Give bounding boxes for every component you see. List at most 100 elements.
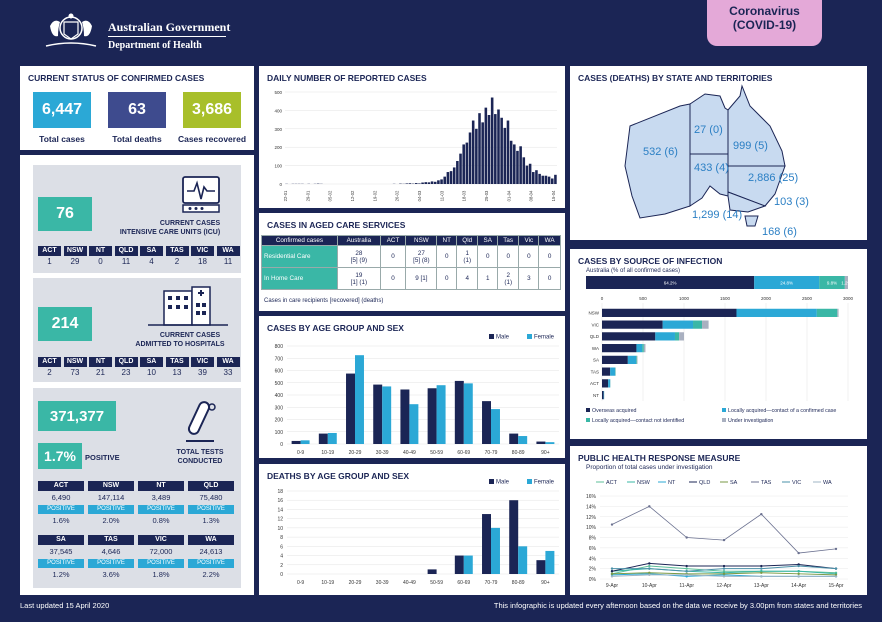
age-bar-female (409, 404, 419, 444)
age-ytick-3: 300 (275, 405, 284, 411)
age-legend-swatch-0 (489, 334, 494, 339)
icu-value-vic: 18 (198, 257, 207, 266)
source-bar-0 (602, 332, 656, 341)
aged-cell-0-7: 0 (518, 245, 540, 268)
resp-point-wa (797, 575, 800, 578)
resp-point-qld (722, 564, 726, 568)
response-chart: ACT NSW NT QLD SA TAS VIC WA 0% 2% 4% 6% 8% 10% 12% 14%… (586, 480, 848, 589)
hospital-value-nsw: 73 (70, 368, 80, 377)
resp-point-vic (797, 564, 800, 568)
aged-cell-1-3: 0 (436, 267, 457, 290)
resp-legend-vic: VIC (792, 480, 801, 486)
daily-cases-title: DAILY NUMBER OF REPORTED CASES (267, 73, 427, 83)
daily-bar (509, 140, 513, 184)
hospital-label1: CURRENT CASES (159, 332, 221, 339)
tests-positive-pct-nsw: 2.0% (102, 516, 120, 525)
source-xtick-4: 2000 (761, 296, 772, 301)
total-deaths-value: 63 (108, 92, 166, 128)
resp-line-tas (611, 505, 837, 554)
aged-cell-1-7: 3 (518, 267, 540, 290)
aged-care-note: Cases in care recipients [recovered] (de… (264, 298, 384, 304)
age-bar-female (518, 436, 528, 444)
resp-point-wa (610, 575, 614, 578)
source-bar-0 (602, 379, 609, 388)
daily-bar (449, 171, 453, 184)
source-ytick-1: VIC (591, 322, 599, 327)
aged-cell-1-6: 2 (1) (496, 267, 520, 290)
source-stack-label-1: 24.8% (780, 281, 793, 286)
source-bar-3 (636, 355, 638, 364)
resp-xtick-0: 9-Apr (606, 583, 619, 589)
tests-positive-tag-sa: POSITIVE (38, 559, 84, 568)
aged-header-1: Australia (336, 235, 381, 246)
hospital-state-vic: VIC (191, 357, 214, 367)
icu-value-act: 1 (47, 257, 52, 266)
source-stack-0 (586, 276, 755, 289)
resp-xtick-3: 12-Apr (716, 583, 731, 589)
icu-state-vic: VIC (191, 246, 214, 256)
icu-label2: INTENSIVE CARE UNITS (ICU) (119, 229, 221, 236)
hospital-value-nt: 21 (96, 368, 105, 377)
daily-bar (418, 183, 421, 184)
icu-value-nt: 0 (98, 257, 103, 266)
source-legend-swatch-3 (722, 418, 726, 422)
daily-xtick-6: 04-03 (417, 190, 422, 201)
deaths-age-chart: Male Female 0 2 4 6 8 10 12 14 16 18 0-9 10-19 20-29 30… (277, 479, 559, 586)
source-stack-2 (819, 276, 845, 289)
resp-point-tas (610, 523, 614, 526)
daily-xtick-3: 12-02 (350, 190, 355, 201)
resp-xtick-6: 15-Apr (828, 583, 843, 589)
aged-row-label-0: Residential Care (261, 245, 338, 268)
resp-point-act (685, 567, 688, 570)
icu-value-sa: 4 (149, 257, 154, 266)
daily-xtick-5: 26-02 (395, 190, 400, 201)
age-xtick-5: 50-59 (430, 450, 443, 456)
daily-ytick-1: 100 (274, 164, 282, 169)
tests-state-sa: SA (38, 535, 84, 545)
icu-value-wa: 11 (223, 257, 233, 266)
daily-bar (487, 115, 491, 184)
resp-point-nsw (797, 570, 800, 573)
source-bar-1 (636, 344, 643, 353)
total-deaths-label: Total deaths (112, 134, 162, 144)
tests-label1: TOTAL TESTS (176, 449, 224, 456)
daily-bar (554, 174, 557, 184)
icu-value-qld: 11 (121, 257, 131, 266)
source-xtick-1: 500 (639, 296, 647, 301)
deaths-xtick-9: 90+ (541, 580, 550, 586)
resp-legend-qld: QLD (699, 480, 710, 486)
daily-bar (513, 144, 516, 184)
daily-bar (500, 117, 503, 184)
source-xtick-6: 3000 (843, 296, 854, 301)
resp-point-tas (685, 536, 688, 539)
deaths-xtick-5: 50-59 (430, 580, 443, 586)
source-ytick-2: QLD (590, 334, 600, 339)
daily-bar (531, 172, 535, 184)
age-bar-female (436, 385, 446, 444)
daily-bar (427, 182, 431, 184)
source-stack-label-3: 1.2% (841, 281, 851, 286)
daily-bar (408, 183, 412, 184)
deaths-bar-male (509, 500, 519, 574)
deaths-ytick-2: 4 (280, 554, 283, 560)
deaths-ytick-7: 14 (277, 507, 283, 513)
aged-header-7: Tas (496, 235, 520, 246)
positive-word: POSITIVE (85, 453, 120, 462)
age-legend-1: Female (534, 335, 555, 341)
source-xtick-3: 1500 (720, 296, 731, 301)
age-xtick-1: 10-19 (321, 450, 334, 456)
source-legend-1: Locally acquired—contact of a confirmed … (728, 408, 836, 414)
tests-label2: CONDUCTED (177, 458, 223, 465)
tests-value-nt: 3,489 (151, 493, 171, 502)
deaths-bar-male (454, 555, 464, 574)
age-bar-male (482, 401, 491, 444)
icu-state-nt: NT (89, 246, 112, 256)
source-bar-2 (674, 332, 680, 341)
aged-cell-1-4: 4 (455, 267, 479, 290)
map-title: CASES (DEATHS) BY STATE AND TERRITORIES (578, 73, 773, 83)
resp-legend-act: ACT (606, 480, 618, 486)
hospital-building-icon (148, 285, 228, 332)
deaths-ytick-3: 6 (280, 544, 283, 550)
age-bar-female (355, 355, 364, 444)
daily-bar (405, 183, 409, 184)
